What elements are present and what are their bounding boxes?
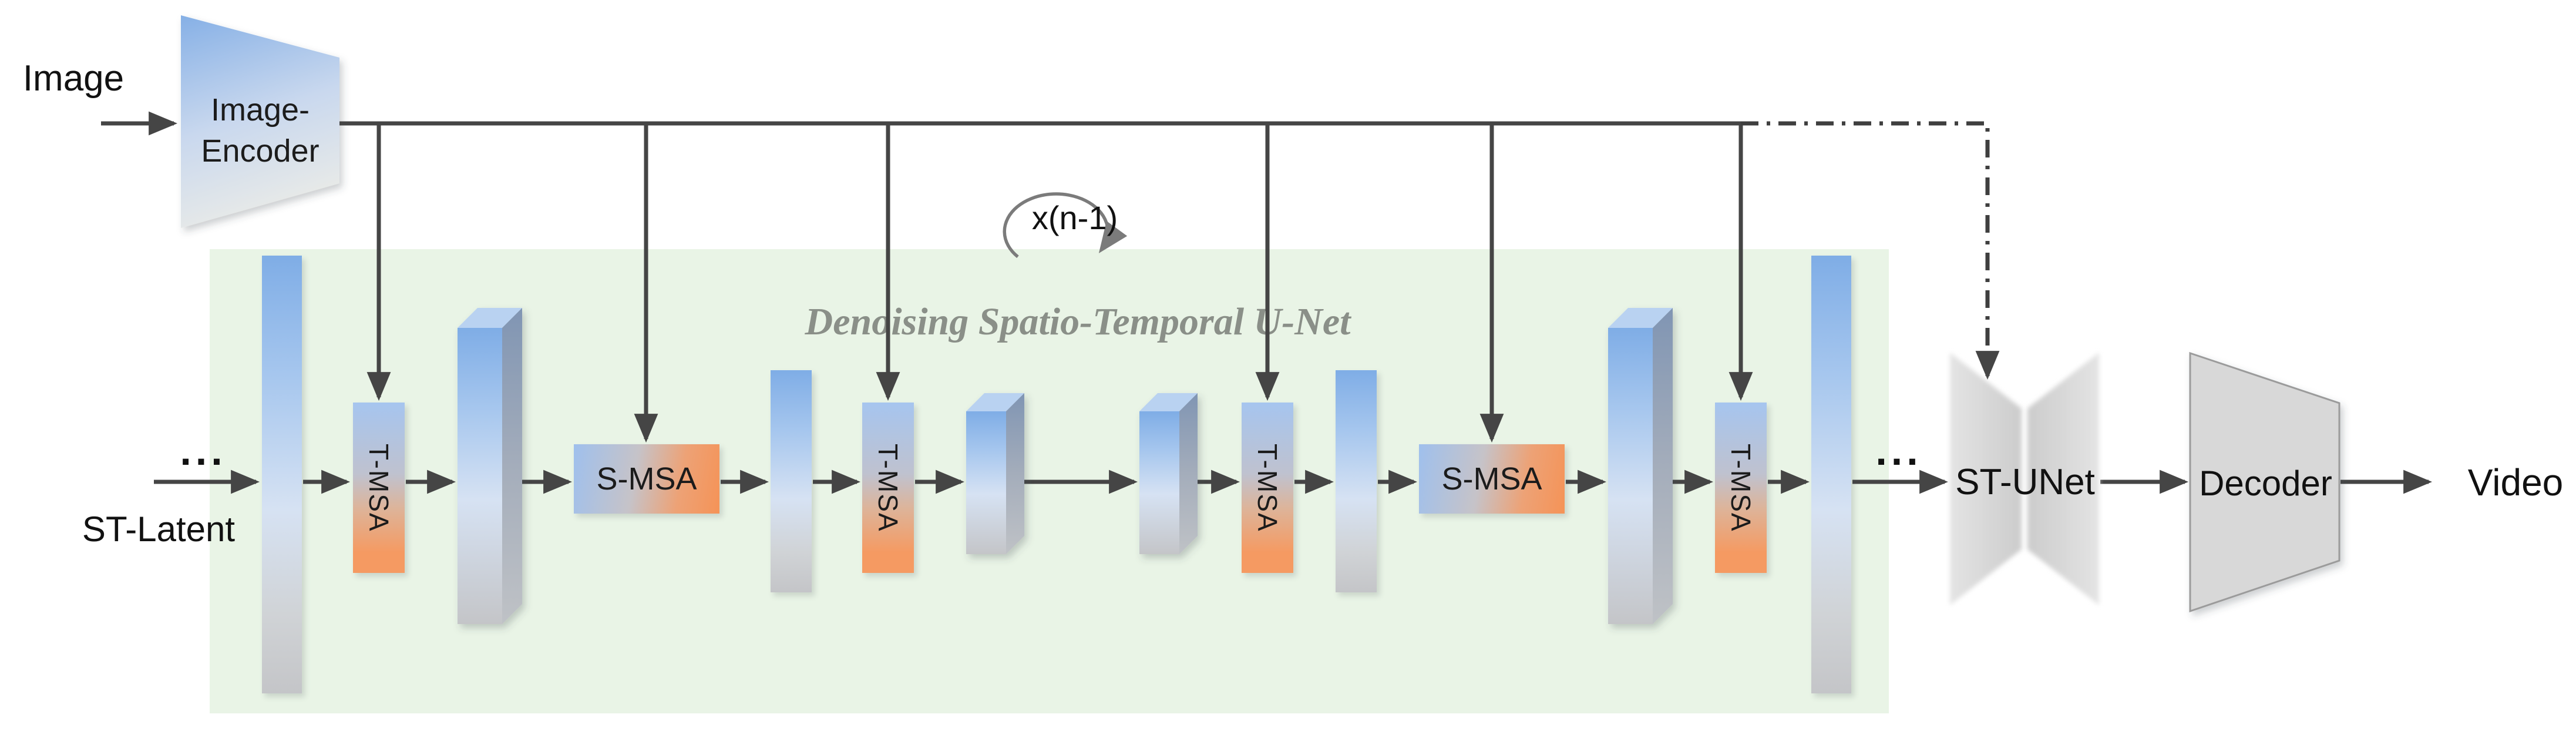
image-encoder-label: Image- Encoder bbox=[181, 89, 339, 172]
t-msa-block-3: T-MSA bbox=[1242, 403, 1293, 573]
box-top-face bbox=[1139, 393, 1198, 411]
image-encoder-shape bbox=[181, 15, 339, 228]
box-top-face bbox=[458, 308, 522, 328]
box-front-face bbox=[458, 328, 502, 624]
st-unet-right-wing bbox=[2027, 353, 2099, 605]
t-msa-block-4: T-MSA bbox=[1715, 403, 1767, 573]
st-unet-left-wing bbox=[1950, 353, 2022, 605]
box-side-face bbox=[1006, 393, 1024, 554]
unet-title: Denoising Spatio-Temporal U-Net bbox=[805, 300, 1351, 343]
s-msa-label: S-MSA bbox=[596, 461, 697, 497]
box-side-face bbox=[1179, 393, 1198, 554]
t-msa-label: T-MSA bbox=[1726, 443, 1756, 532]
dashdot-connector bbox=[1741, 121, 2000, 380]
feature-box-3d-mid2 bbox=[1139, 393, 1198, 554]
feature-box-3d-up bbox=[1608, 308, 1673, 624]
box-top-face bbox=[966, 393, 1024, 411]
st-unet-label: ST-UNet bbox=[1955, 462, 2095, 502]
latent-bar-dec bbox=[1336, 370, 1377, 592]
latent-bar-enc bbox=[771, 370, 812, 592]
decoder-shape bbox=[2189, 351, 2340, 613]
ellipsis-input: ... bbox=[180, 428, 227, 474]
box-front-face bbox=[1608, 328, 1653, 624]
t-msa-block-2: T-MSA bbox=[862, 403, 914, 573]
latent-bar-output bbox=[1811, 256, 1851, 693]
feature-box-3d-mid1 bbox=[966, 393, 1024, 554]
box-side-face bbox=[1653, 308, 1673, 624]
latent-bar-input bbox=[262, 256, 302, 693]
feature-box-3d-down bbox=[458, 308, 522, 624]
t-msa-block-1: T-MSA bbox=[353, 403, 405, 573]
s-msa-block-1: S-MSA bbox=[574, 444, 719, 514]
box-top-face bbox=[1608, 308, 1673, 328]
image-encoder-label-line1: Image- bbox=[210, 92, 310, 128]
ellipsis-output: ... bbox=[1875, 428, 1922, 474]
loop-count-label: x(n-1) bbox=[1031, 199, 1118, 236]
loop-arrow bbox=[1003, 192, 1128, 259]
box-front-face bbox=[1139, 411, 1179, 554]
s-msa-block-2: S-MSA bbox=[1419, 444, 1565, 514]
s-msa-label: S-MSA bbox=[1441, 461, 1542, 497]
box-front-face bbox=[966, 411, 1006, 554]
decoder-label: Decoder bbox=[2199, 464, 2332, 503]
t-msa-label: T-MSA bbox=[1252, 443, 1283, 532]
t-msa-label: T-MSA bbox=[364, 443, 394, 532]
st-latent-label: ST-Latent bbox=[82, 509, 236, 549]
image-input-label: Image bbox=[22, 58, 125, 99]
box-side-face bbox=[502, 308, 522, 624]
image-encoder-label-line2: Encoder bbox=[201, 133, 320, 169]
video-output-label: Video bbox=[2467, 461, 2564, 504]
t-msa-label: T-MSA bbox=[873, 443, 903, 532]
